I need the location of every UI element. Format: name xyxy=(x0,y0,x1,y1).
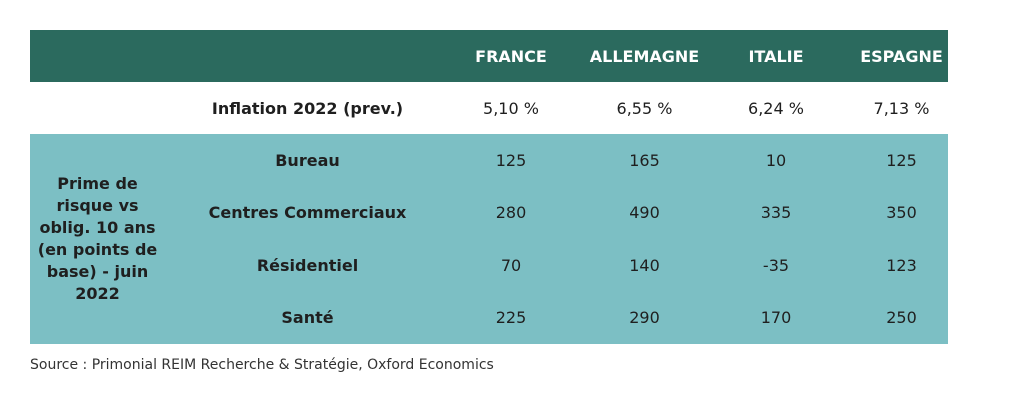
table-row: Résidentiel 70 140 -35 123 xyxy=(165,239,968,292)
cell-value: 490 xyxy=(629,203,660,223)
table-header: FRANCE ALLEMAGNE ITALIE ESPAGNE xyxy=(30,30,948,82)
risk-premium-label: Prime de risque vs oblig. 10 ans (en poi… xyxy=(37,174,158,303)
inflation-italie: 6,24 % xyxy=(748,98,804,118)
cell-value: 140 xyxy=(629,255,660,275)
cell-value: 125 xyxy=(495,150,527,170)
cell-value: 10 xyxy=(765,150,787,170)
data-table: FRANCE ALLEMAGNE ITALIE ESPAGNE Inflatio… xyxy=(30,30,948,344)
cell-value: 335 xyxy=(760,203,792,223)
header-espagne: ESPAGNE xyxy=(860,46,943,66)
cell-value: 350 xyxy=(886,203,917,223)
inflation-espagne: 7,13 % xyxy=(873,98,930,118)
inflation-france: 5,10 % xyxy=(483,98,539,118)
inflation-label: Inflation 2022 (prev.) xyxy=(211,98,404,118)
cell-value: -35 xyxy=(762,255,790,275)
cell-value: 290 xyxy=(629,308,660,328)
inflation-allemagne: 6,55 % xyxy=(616,98,673,118)
header-france: FRANCE xyxy=(475,46,547,66)
cell-value: 170 xyxy=(760,308,792,328)
cell-value: 225 xyxy=(495,308,527,328)
source-note: Source : Primonial REIM Recherche & Stra… xyxy=(30,357,494,373)
category-residentiel: Résidentiel xyxy=(256,255,359,275)
header-allemagne: ALLEMAGNE xyxy=(589,46,700,66)
table-row: Bureau 125 165 10 125 xyxy=(165,134,968,187)
cell-value: 165 xyxy=(629,150,660,170)
cell-value: 123 xyxy=(886,255,917,275)
cell-value: 125 xyxy=(886,150,917,170)
cell-value: 280 xyxy=(495,203,527,223)
cell-value: 250 xyxy=(886,308,917,328)
risk-premium-block: Prime de risque vs oblig. 10 ans (en poi… xyxy=(30,134,948,344)
cell-value: 70 xyxy=(500,255,522,275)
inflation-row: Inflation 2022 (prev.) 5,10 % 6,55 % 6,2… xyxy=(30,82,948,134)
table-row: Santé 225 290 170 250 xyxy=(165,292,968,345)
risk-premium-rows: Bureau 125 165 10 125 Centres Commerciau… xyxy=(165,134,968,344)
header-italie: ITALIE xyxy=(748,46,804,66)
category-sante: Santé xyxy=(281,308,334,328)
category-centres-commerciaux: Centres Commerciaux xyxy=(208,203,407,223)
category-bureau: Bureau xyxy=(275,150,340,170)
table-row: Centres Commerciaux 280 490 335 350 xyxy=(165,187,968,240)
